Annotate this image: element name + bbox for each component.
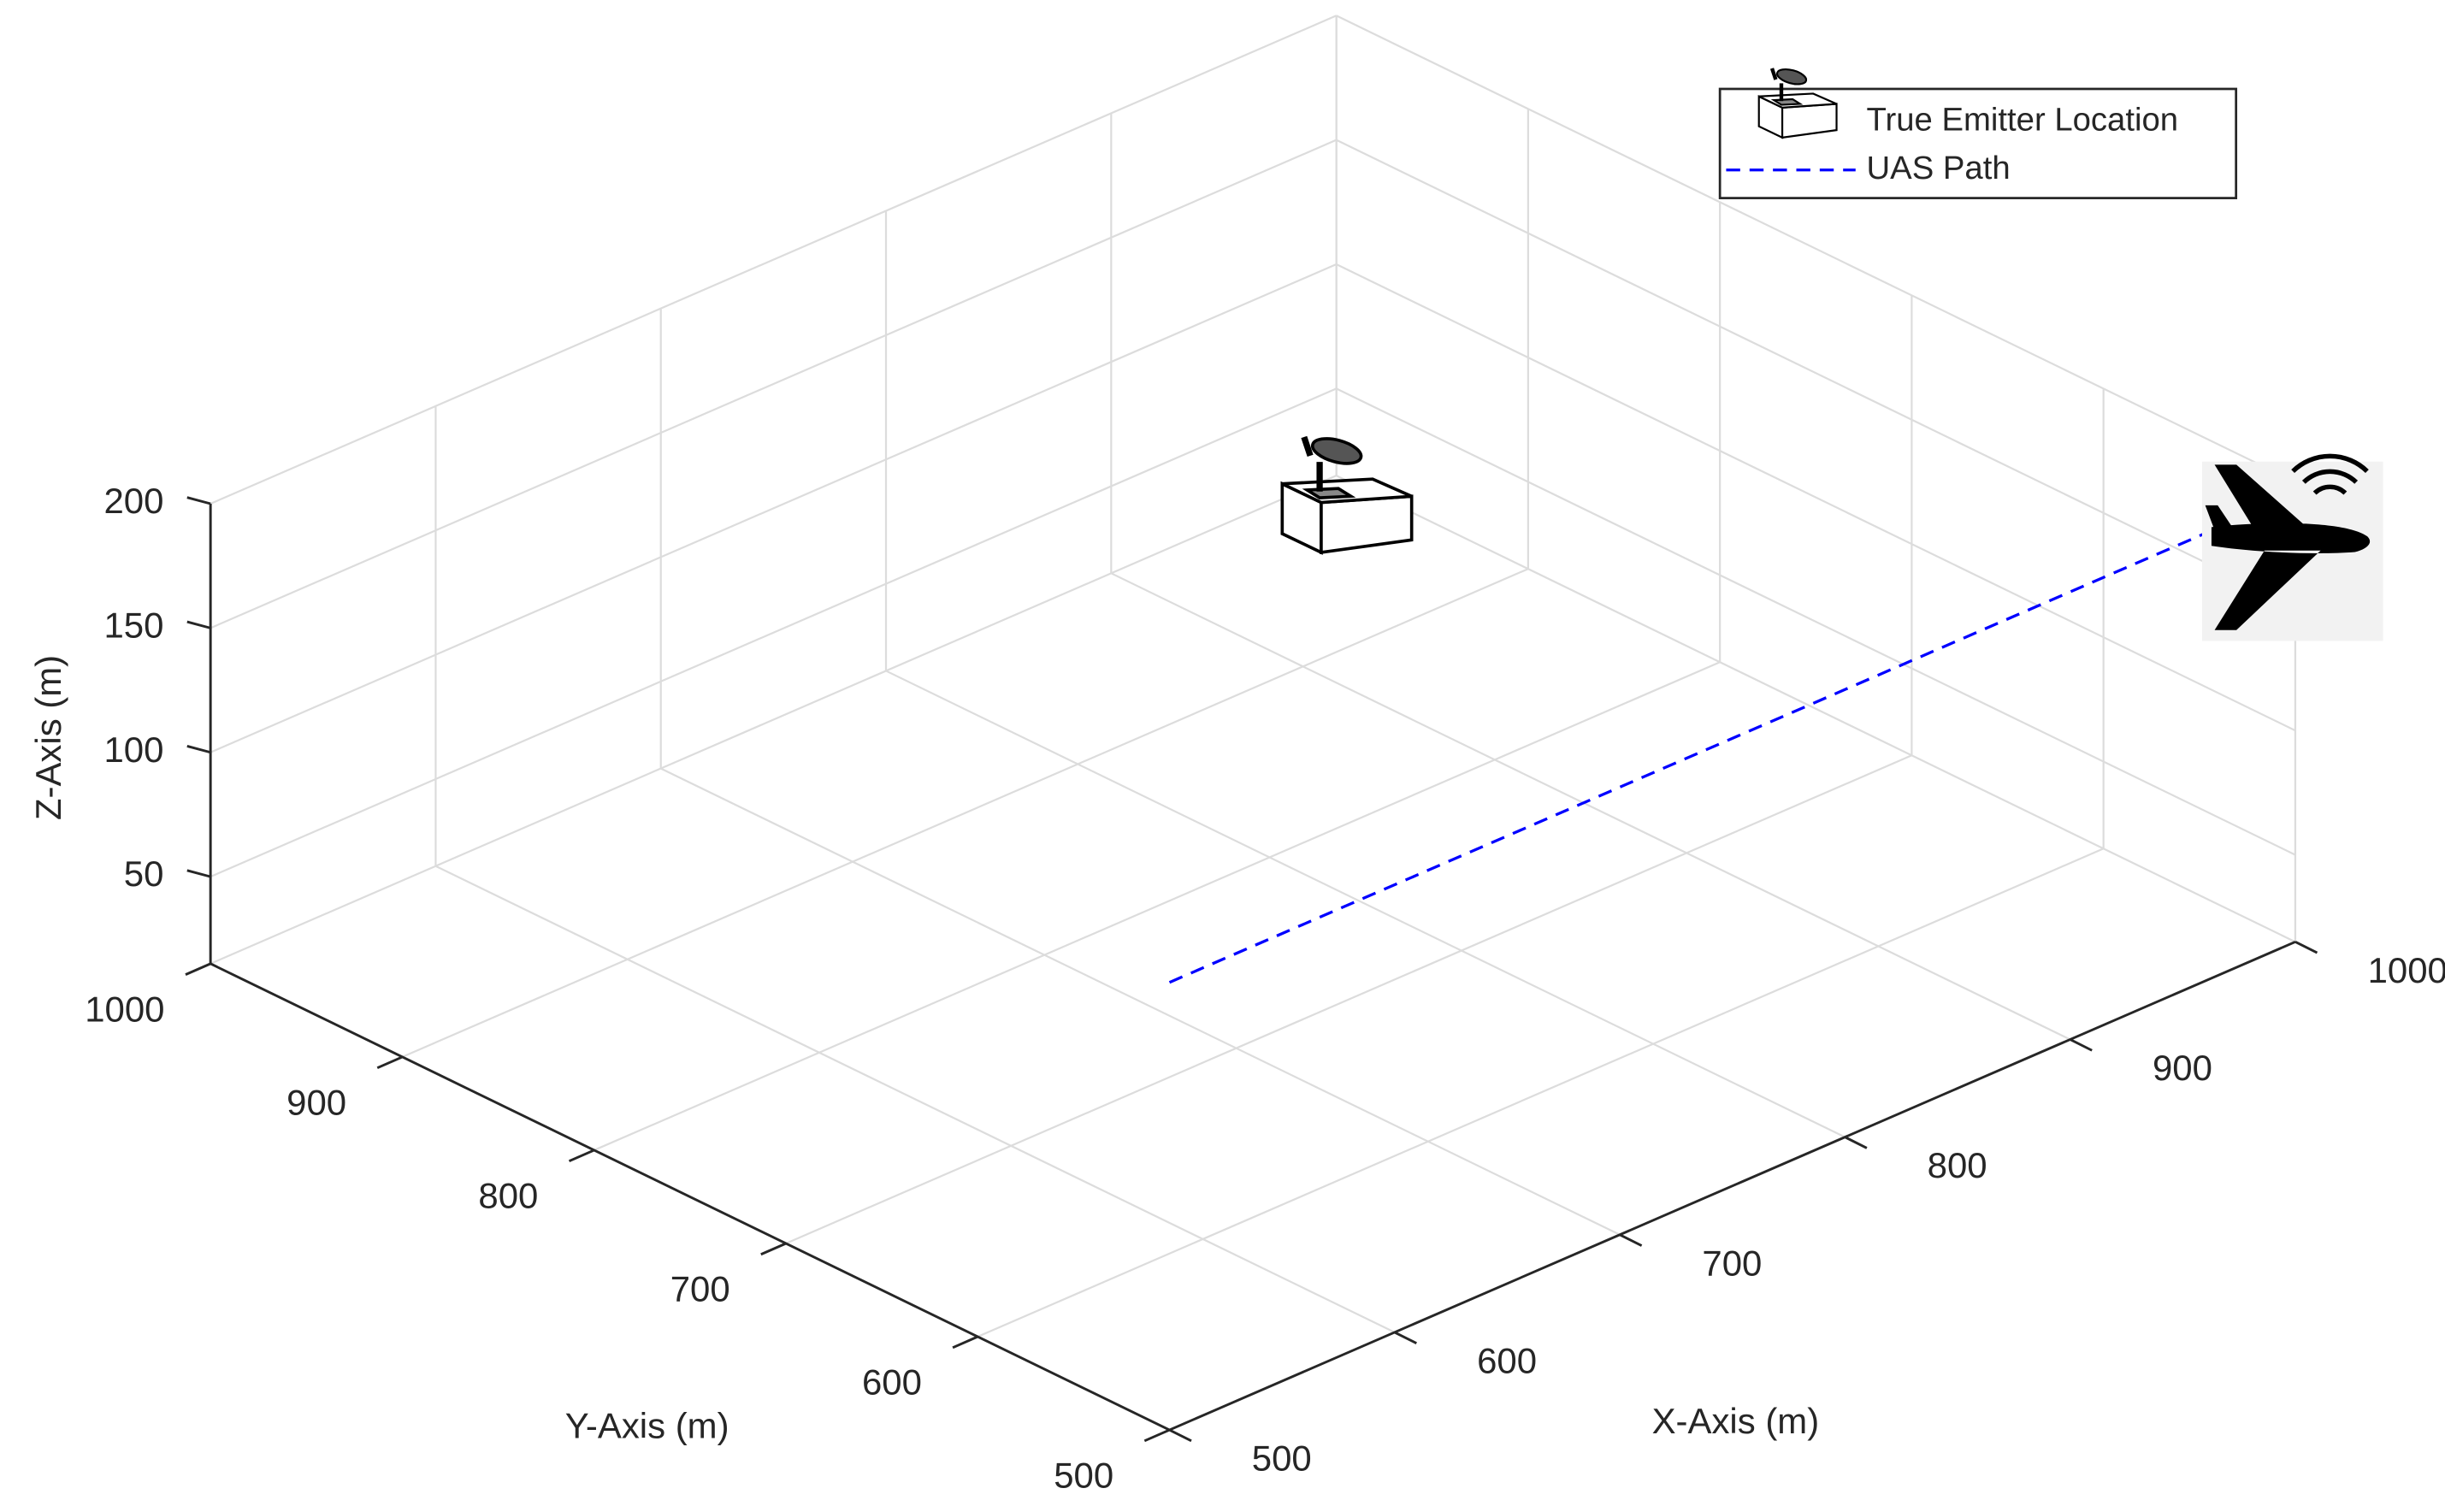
y-axis [210, 962, 1171, 1432]
z-tick-label: 200 [103, 481, 163, 521]
x-tick [1619, 1233, 1643, 1247]
uas-path [1168, 532, 2206, 984]
grid [210, 15, 2297, 1432]
axes: 500 600 700 800 900 1000 500 600 700 800 900 1000 50… [85, 481, 2445, 1496]
grid-line [210, 139, 1338, 629]
uas-signal [2312, 484, 2348, 495]
grid-line [210, 263, 1338, 753]
grid-line [977, 848, 2105, 1338]
x-axis [1168, 941, 2296, 1432]
grid-line [210, 387, 1338, 878]
grid-line [885, 670, 1846, 1138]
y-tick [952, 1335, 978, 1350]
z-tick [186, 620, 211, 629]
x-tick [2070, 1038, 2093, 1052]
y-tick [1143, 1428, 1171, 1443]
z-tick [186, 496, 211, 505]
x-axis-label: X-Axis (m) [1652, 1401, 1820, 1441]
uas-body [2205, 464, 2371, 630]
y-tick-label: 900 [286, 1083, 346, 1123]
marks [1168, 434, 2383, 984]
y-tick [376, 1055, 404, 1070]
y-tick-label: 600 [862, 1362, 922, 1403]
grid-line [1336, 139, 2296, 607]
z-tick [186, 869, 211, 878]
y-tick [760, 1242, 787, 1256]
x-tick-label: 700 [1702, 1243, 1762, 1283]
z-tick [186, 745, 211, 754]
grid-line [785, 754, 1912, 1244]
y-tick-label: 500 [1054, 1456, 1113, 1496]
grid-line [1336, 475, 2296, 943]
grid-line [1110, 572, 2071, 1041]
grid-line [660, 767, 1621, 1236]
y-axis-label: Y-Axis (m) [565, 1405, 729, 1445]
z-tick-label: 150 [103, 605, 163, 645]
uas-signal [2301, 469, 2359, 484]
grid-line [210, 475, 1338, 965]
grid-line [1336, 263, 2296, 732]
grid-line [401, 568, 1529, 1058]
z-axis-label: Z-Axis (m) [28, 655, 68, 820]
x-tick [1844, 1136, 1868, 1149]
legend-emitter-icon [1759, 67, 1837, 138]
emitter [1282, 434, 1411, 552]
y-tick-label: 1000 [85, 989, 164, 1029]
y-tick [185, 962, 211, 976]
y-tick [568, 1149, 595, 1163]
grid-line [1336, 387, 2296, 856]
x-tick [1168, 1428, 1192, 1443]
x-tick-label: 600 [1477, 1340, 1537, 1380]
legend-label: UAS Path [1867, 150, 2011, 186]
x-tick-label: 1000 [2368, 950, 2445, 990]
legend: True Emitter Location UAS Path [1718, 67, 2238, 199]
x-tick-label: 800 [1928, 1145, 1987, 1185]
uas-signal [2291, 453, 2369, 474]
uas-icon [2201, 453, 2383, 641]
y-tick-label: 700 [670, 1269, 730, 1309]
grid-line [210, 15, 1338, 505]
legend-label: True Emitter Location [1867, 101, 2179, 138]
x-tick-label: 900 [2153, 1048, 2212, 1088]
z-tick-label: 50 [124, 853, 164, 894]
y-tick-label: 800 [478, 1176, 538, 1216]
grid-line [434, 865, 1396, 1333]
x-tick-label: 500 [1252, 1438, 1312, 1479]
z-tick-label: 100 [103, 729, 163, 770]
grid-line [594, 661, 1721, 1151]
grid-line [1336, 15, 2296, 483]
x-tick [1394, 1331, 1417, 1344]
x-tick [2294, 941, 2318, 954]
